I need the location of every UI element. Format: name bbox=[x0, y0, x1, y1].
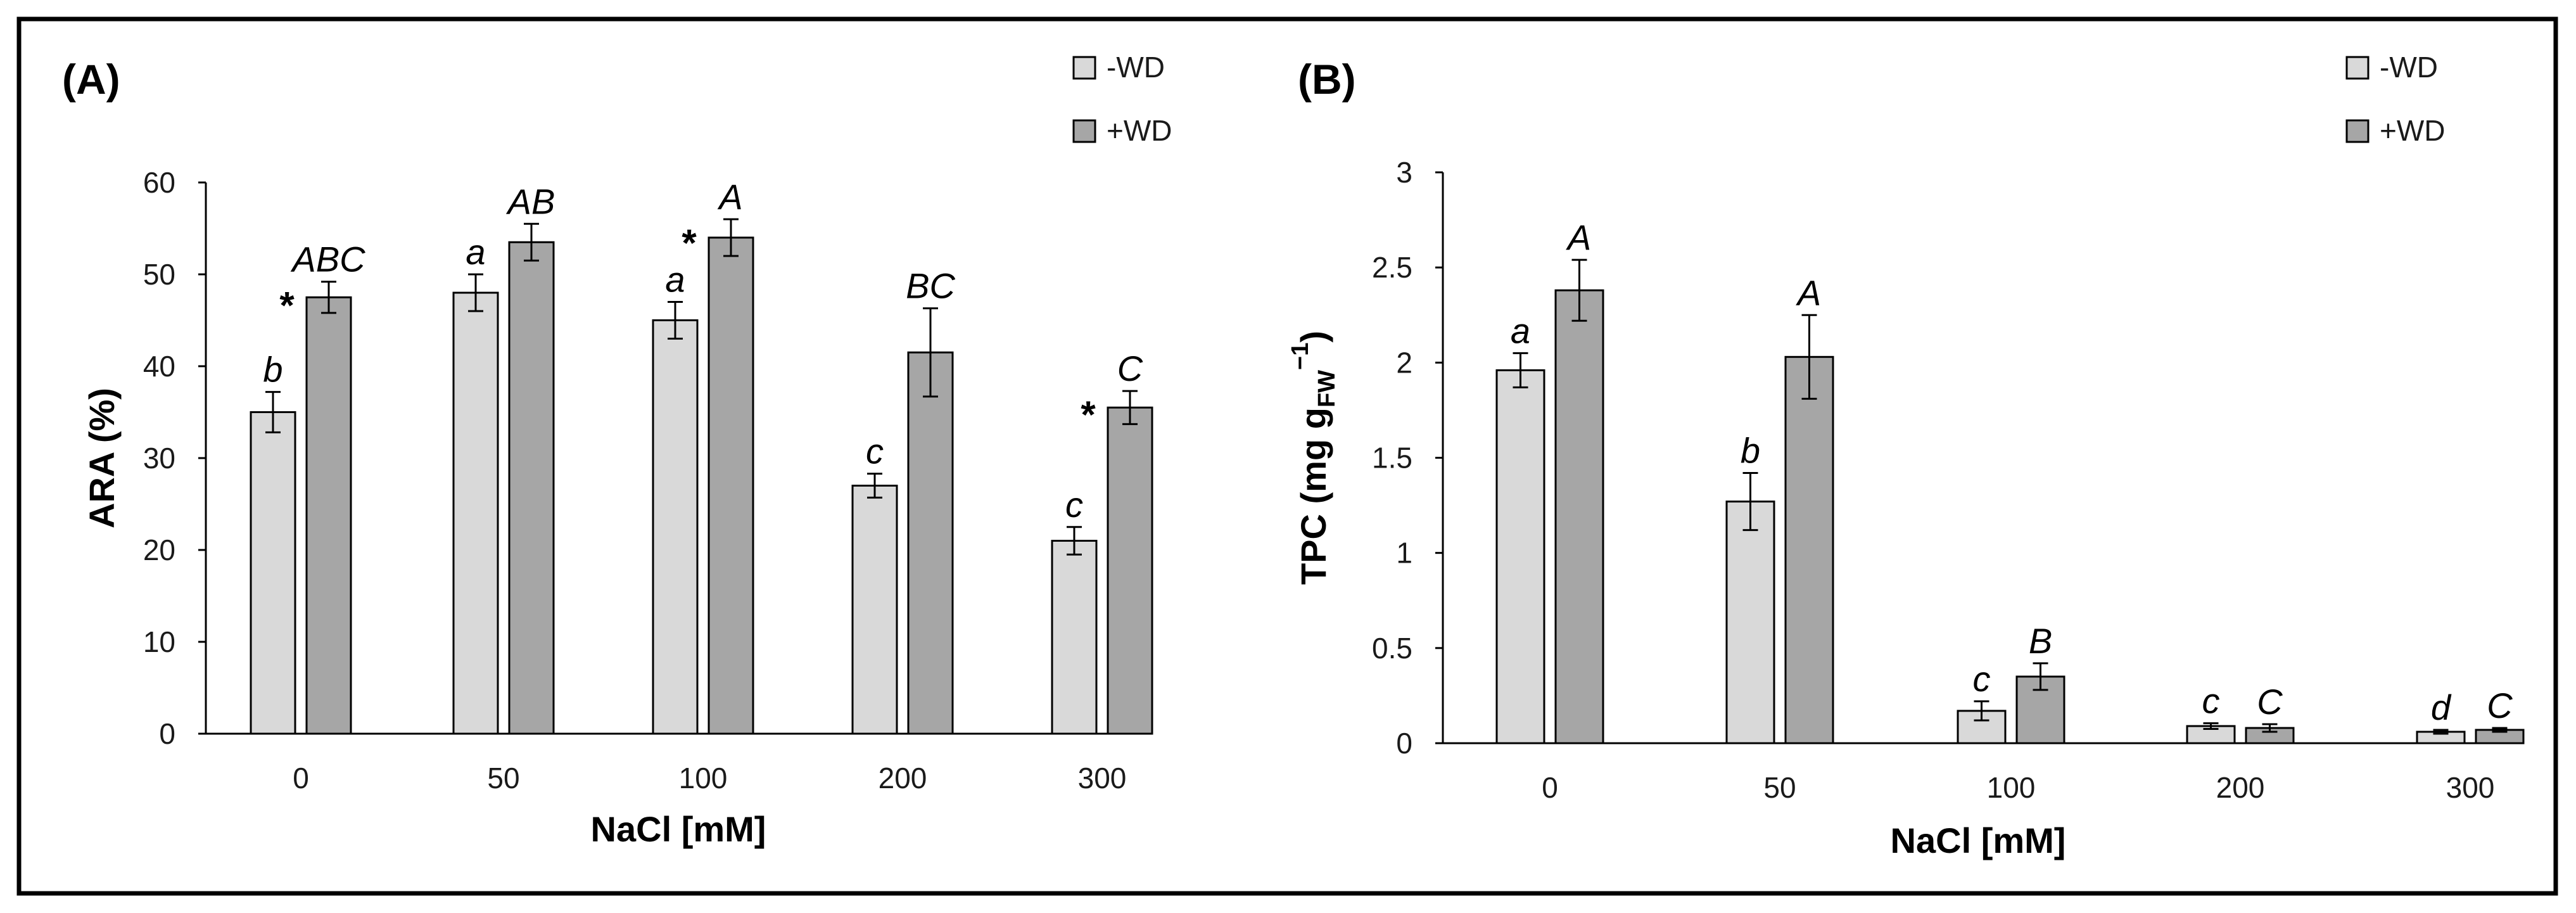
significance-label: C bbox=[2487, 686, 2513, 725]
y-axis-title-main: TPC (mg g bbox=[1293, 407, 1333, 585]
y-tick-label: 30 bbox=[143, 442, 175, 475]
significance-label: a bbox=[1511, 310, 1530, 350]
x-tick-label: 0 bbox=[1542, 771, 1558, 804]
bar bbox=[851, 485, 898, 735]
significance-label: a bbox=[466, 232, 485, 272]
x-tick-label: 200 bbox=[879, 762, 927, 795]
significance-label: b bbox=[263, 350, 282, 390]
legend-label: -WD bbox=[1107, 51, 1165, 84]
bar bbox=[508, 241, 555, 735]
y-tick-label: 2 bbox=[1396, 346, 1412, 379]
bar bbox=[305, 296, 352, 735]
significance-star: * bbox=[1081, 393, 1096, 436]
significance-label: A bbox=[717, 177, 742, 217]
y-axis-title-close: ) bbox=[1293, 331, 1333, 343]
panel-label: (A) bbox=[62, 56, 120, 103]
significance-label: BC bbox=[906, 266, 955, 306]
bar bbox=[652, 319, 699, 735]
y-tick-label: 60 bbox=[143, 166, 175, 199]
y-tick-label: 40 bbox=[143, 350, 175, 383]
x-tick-label: 50 bbox=[1763, 771, 1796, 804]
y-axis-title-superscript: −1 bbox=[1287, 343, 1314, 370]
y-tick-label: 1.5 bbox=[1372, 442, 1412, 475]
x-axis-title: NaCl [mM] bbox=[1891, 820, 2066, 860]
bar bbox=[1554, 289, 1604, 744]
y-tick-label: 10 bbox=[143, 625, 175, 658]
significance-label: C bbox=[2257, 682, 2283, 722]
y-tick-label: 3 bbox=[1396, 156, 1412, 189]
x-tick-label: 200 bbox=[2216, 771, 2265, 804]
legend-label: +WD bbox=[2380, 114, 2446, 147]
chart-panel-b: (B) 0 0.5 1 1.5 2 2.5 3 0 50 100 200 300 a b c c d A A B C C -W… bbox=[1287, 51, 2525, 860]
x-tick-label: 300 bbox=[2446, 771, 2495, 804]
significance-label: d bbox=[2431, 687, 2452, 727]
legend-swatch bbox=[1072, 56, 1096, 80]
x-tick-label: 50 bbox=[487, 762, 519, 795]
significance-label: b bbox=[1741, 431, 1760, 471]
x-tick-label: 300 bbox=[1078, 762, 1127, 795]
significance-label: A bbox=[1796, 272, 1821, 312]
significance-label: c bbox=[866, 431, 884, 471]
y-tick-label: 20 bbox=[143, 533, 175, 566]
bar bbox=[907, 351, 954, 735]
legend-label: -WD bbox=[2380, 51, 2438, 84]
significance-label: a bbox=[665, 260, 685, 300]
bar bbox=[250, 411, 296, 735]
significance-star: * bbox=[682, 222, 697, 264]
y-tick-label: 50 bbox=[143, 258, 175, 291]
x-tick-label: 100 bbox=[1987, 771, 2036, 804]
significance-label: c bbox=[1973, 659, 1991, 699]
significance-label: c bbox=[1065, 485, 1083, 525]
bar bbox=[707, 236, 754, 735]
legend-swatch bbox=[1072, 119, 1096, 143]
significance-star: * bbox=[279, 284, 295, 327]
y-tick-label: 2.5 bbox=[1372, 251, 1412, 284]
bar bbox=[1495, 369, 1545, 744]
y-tick-label: 0 bbox=[159, 717, 175, 750]
y-axis-title-subscript: FW bbox=[1314, 370, 1340, 407]
bar bbox=[1784, 355, 1834, 744]
significance-label: B bbox=[2029, 621, 2052, 661]
y-tick-label: 0.5 bbox=[1372, 632, 1412, 665]
x-tick-label: 0 bbox=[293, 762, 309, 795]
y-axis-title: ARA (%) bbox=[82, 388, 122, 528]
significance-label: ABC bbox=[290, 239, 365, 279]
significance-label: A bbox=[1566, 217, 1591, 257]
bar bbox=[1725, 501, 1775, 744]
y-tick-label: 1 bbox=[1396, 537, 1412, 570]
significance-label: C bbox=[1117, 348, 1143, 388]
x-tick-label: 100 bbox=[679, 762, 728, 795]
figure-frame bbox=[16, 16, 2558, 896]
legend-label: +WD bbox=[1107, 114, 1172, 147]
x-axis-title: NaCl [mM] bbox=[591, 809, 766, 849]
panel-label: (B) bbox=[1298, 56, 1356, 103]
legend-swatch bbox=[2345, 56, 2370, 80]
bar bbox=[1051, 540, 1098, 735]
y-tick-label: 0 bbox=[1396, 727, 1412, 760]
bar bbox=[1107, 406, 1153, 735]
legend-swatch bbox=[2345, 119, 2370, 143]
significance-label: AB bbox=[506, 181, 555, 221]
significance-label: c bbox=[2202, 680, 2220, 720]
y-axis-title: TPC (mg gFW−1) bbox=[1287, 331, 1340, 585]
bar bbox=[452, 291, 499, 735]
